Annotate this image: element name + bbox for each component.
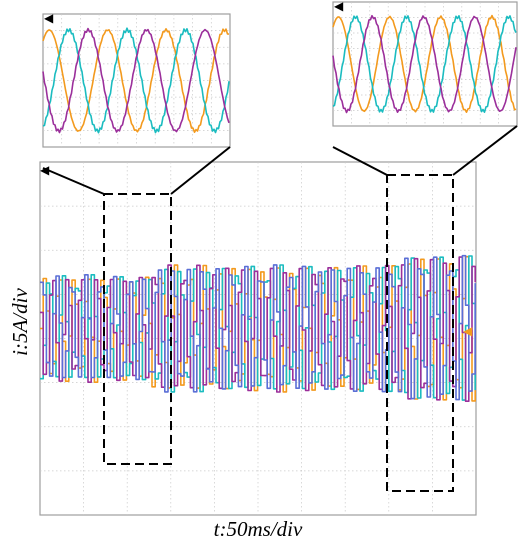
connector-left-a xyxy=(42,167,105,195)
left-inset-marker-icon: ◀ xyxy=(44,11,54,25)
trigger-marker-icon: ◀ xyxy=(463,324,473,338)
ground-marker-icon: ◀ xyxy=(40,163,50,177)
right-inset-waveforms xyxy=(332,14,517,114)
main-waveforms xyxy=(40,254,476,402)
left-inset-series-0-line xyxy=(42,28,230,133)
main-series-3-line xyxy=(40,254,476,401)
y-axis-label: i:5A/div xyxy=(8,288,32,356)
connector-left-b xyxy=(170,146,231,195)
right-zoom-inset: ◀ xyxy=(332,0,518,127)
main-scope-panel: ◀ ◀ xyxy=(39,161,477,516)
connector-right-b xyxy=(452,125,518,176)
left-zoom-inset: ◀ xyxy=(42,11,231,148)
right-inset-series-2-line xyxy=(332,14,517,114)
left-inset-series-1-line xyxy=(42,27,230,134)
left-inset-series-2-line xyxy=(42,27,230,134)
left-inset-waveforms xyxy=(42,27,230,134)
right-inset-series-0-line xyxy=(332,14,517,113)
zoom-box-right xyxy=(386,174,454,492)
right-inset-marker-icon: ◀ xyxy=(334,0,344,13)
x-axis-label: t:50ms/div xyxy=(214,517,303,541)
connector-right-a xyxy=(332,146,388,176)
main-series-1-line xyxy=(40,255,476,401)
zoom-box-left xyxy=(103,193,172,465)
right-inset-series-1-line xyxy=(332,15,517,113)
